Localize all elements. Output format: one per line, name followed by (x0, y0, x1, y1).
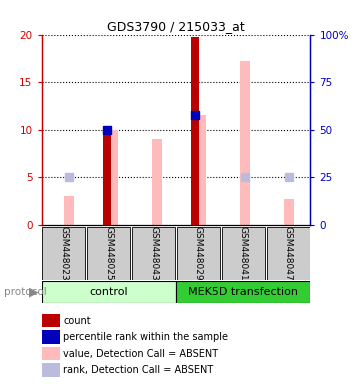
Point (286, 174, 292, 180)
Bar (43, 330, 60, 344)
Text: GSM448047: GSM448047 (283, 226, 292, 281)
Text: count: count (63, 316, 91, 326)
Bar (196, 115, 206, 225)
Text: GSM448041: GSM448041 (239, 226, 248, 281)
Bar (191, 37, 199, 225)
Bar (176, 281, 310, 303)
Bar (87, 227, 130, 280)
Bar (177, 227, 220, 280)
Text: GSM448025: GSM448025 (104, 226, 113, 281)
Bar (43, 347, 60, 360)
Bar (108, 130, 118, 225)
Text: GSM448043: GSM448043 (149, 226, 158, 281)
Title: GDS3790 / 215033_at: GDS3790 / 215033_at (107, 20, 245, 33)
Bar (103, 130, 111, 225)
Text: MEK5D transfection: MEK5D transfection (188, 287, 298, 297)
Text: GSM448023: GSM448023 (60, 226, 69, 281)
Text: ▶: ▶ (29, 286, 38, 299)
Text: protocol: protocol (4, 287, 46, 297)
Point (192, 112, 198, 118)
Bar (42, 227, 86, 280)
Text: rank, Detection Call = ABSENT: rank, Detection Call = ABSENT (63, 365, 213, 375)
Point (104, 127, 110, 133)
Text: value, Detection Call = ABSENT: value, Detection Call = ABSENT (63, 349, 218, 359)
Point (242, 174, 248, 180)
Bar (42, 281, 176, 303)
Bar (222, 227, 265, 280)
Bar (284, 199, 294, 225)
Text: percentile rank within the sample: percentile rank within the sample (63, 332, 228, 342)
Bar (132, 227, 175, 280)
Bar (266, 227, 310, 280)
Bar (43, 314, 60, 328)
Text: GSM448029: GSM448029 (194, 226, 203, 281)
Bar (152, 139, 162, 225)
Bar (64, 196, 74, 225)
Bar (43, 363, 60, 377)
Point (66, 174, 72, 180)
Bar (240, 61, 250, 225)
Text: control: control (90, 287, 128, 297)
